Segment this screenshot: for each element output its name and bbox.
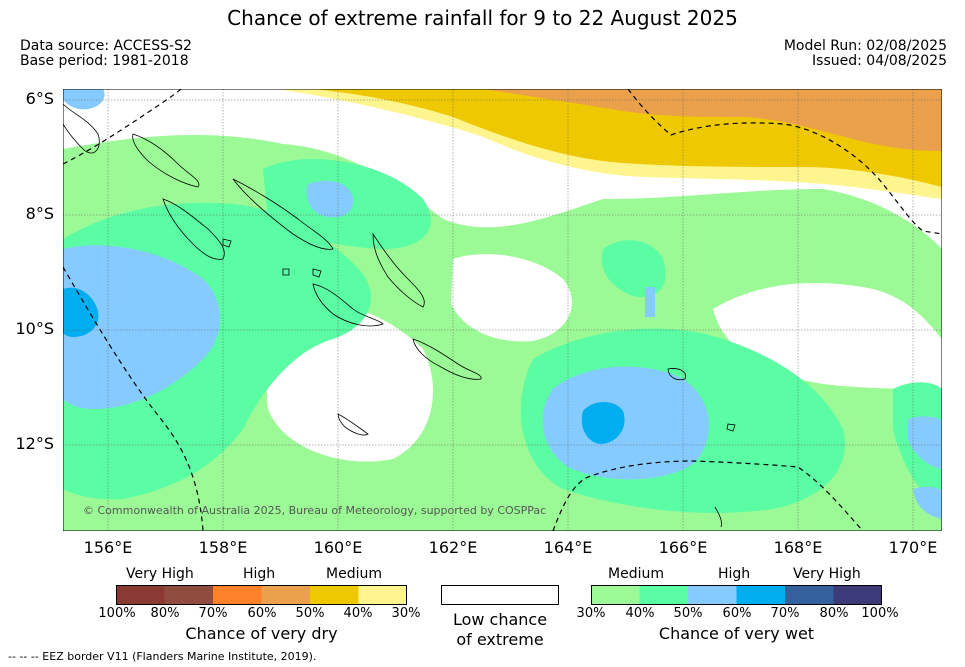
dry-legend-very-high: Very High [126, 566, 194, 582]
coastlines [63, 103, 736, 528]
wet-swatch-2 [688, 585, 737, 605]
wet-50-60-region [306, 180, 354, 218]
source-info: Data source: ACCESS-S2 Base period: 1981… [20, 39, 192, 69]
lon-label-166e: 166°E [658, 538, 708, 557]
dry-legend-medium: Medium [326, 566, 382, 582]
wet-high-region [601, 240, 666, 298]
wet-50-60-region [63, 245, 220, 409]
wet-tick-4: 70% [770, 606, 800, 621]
lon-label-156e: 156°E [83, 538, 133, 557]
wet-tick-5: 80% [819, 606, 849, 621]
wet-legend-very-high: Very High [793, 566, 861, 582]
wet-swatch-5 [833, 585, 882, 605]
wet-swatch-3 [736, 585, 785, 605]
wet-tick-2: 50% [673, 606, 703, 621]
wet-tick-1: 40% [625, 606, 655, 621]
low-chance-line1: Low chance [452, 610, 548, 629]
dry-swatch-4 [310, 585, 359, 605]
graticule [63, 89, 942, 531]
dry-swatch-2 [213, 585, 262, 605]
wet-legend-high: High [718, 566, 751, 582]
lat-label-6s: 6°S [25, 89, 54, 108]
wet-50-60-region [908, 416, 942, 469]
dry-tick-2: 70% [198, 606, 228, 621]
dry-tick-4: 50% [295, 606, 325, 621]
model-run: Model Run: 02/08/2025 [783, 38, 947, 54]
dry-swatch-1 [164, 585, 213, 605]
low-chance-swatch [441, 585, 559, 605]
copyright-text: © Commonwealth of Australia 2025, Bureau… [83, 504, 546, 517]
lat-label-10s: 10°S [15, 319, 54, 338]
map-title: Chance of extreme rainfall for 9 to 22 A… [227, 6, 738, 30]
lon-label-170e: 170°E [888, 538, 938, 557]
wet-tick-6: 100% [861, 606, 899, 621]
lon-label-160e: 160°E [313, 538, 363, 557]
base-period: Base period: 1981-2018 [20, 53, 189, 69]
dry-swatch-5 [358, 585, 407, 605]
low-chance-caption: Low chance of extreme [430, 610, 570, 650]
wet-50-60-region [63, 89, 105, 110]
lat-label-12s: 12°S [15, 434, 54, 453]
eez-footnote: -- -- -- EEZ border V11 (Flanders Marine… [8, 650, 317, 663]
dry-tick-3: 60% [247, 606, 277, 621]
low-chance-line2: of extreme [456, 630, 544, 649]
eez-borders [63, 89, 942, 531]
wet-swatch-1 [639, 585, 688, 605]
dry-swatch-0 [116, 585, 165, 605]
lon-label-164e: 164°E [543, 538, 593, 557]
wet-tick-0: 30% [576, 606, 606, 621]
lat-label-8s: 8°S [25, 204, 54, 223]
wet-tick-3: 60% [722, 606, 752, 621]
issued-date: Issued: 04/08/2025 [812, 53, 947, 69]
dry-50-60-region [483, 89, 942, 151]
wet-colorbar [591, 585, 882, 605]
dry-legend-caption: Chance of very dry [185, 624, 338, 643]
wet-50-60-region [542, 366, 710, 480]
rainfall-map: © Commonwealth of Australia 2025, Bureau… [63, 89, 942, 531]
dry-colorbar [116, 585, 407, 605]
wet-50-60-region [913, 486, 942, 519]
wet-60-70-region [581, 402, 625, 445]
wet-legend-caption: Chance of very wet [658, 624, 815, 643]
lon-label-168e: 168°E [773, 538, 823, 557]
lon-label-162e: 162°E [428, 538, 478, 557]
data-source: Data source: ACCESS-S2 [20, 38, 192, 54]
dry-swatch-3 [261, 585, 310, 605]
wet-50-60-region [645, 287, 655, 317]
dry-tick-6: 30% [391, 606, 421, 621]
wet-swatch-0 [591, 585, 640, 605]
dry-tick-0: 100% [98, 606, 136, 621]
dry-legend-high: High [243, 566, 276, 582]
dry-tick-5: 40% [343, 606, 373, 621]
lon-label-158e: 158°E [198, 538, 248, 557]
run-info: Model Run: 02/08/2025 Issued: 04/08/2025 [784, 39, 947, 69]
wet-60-70-region [63, 287, 99, 337]
wet-legend-medium: Medium [608, 566, 664, 582]
dry-tick-1: 80% [150, 606, 180, 621]
low-chance-region [451, 254, 572, 342]
wet-swatch-4 [785, 585, 834, 605]
